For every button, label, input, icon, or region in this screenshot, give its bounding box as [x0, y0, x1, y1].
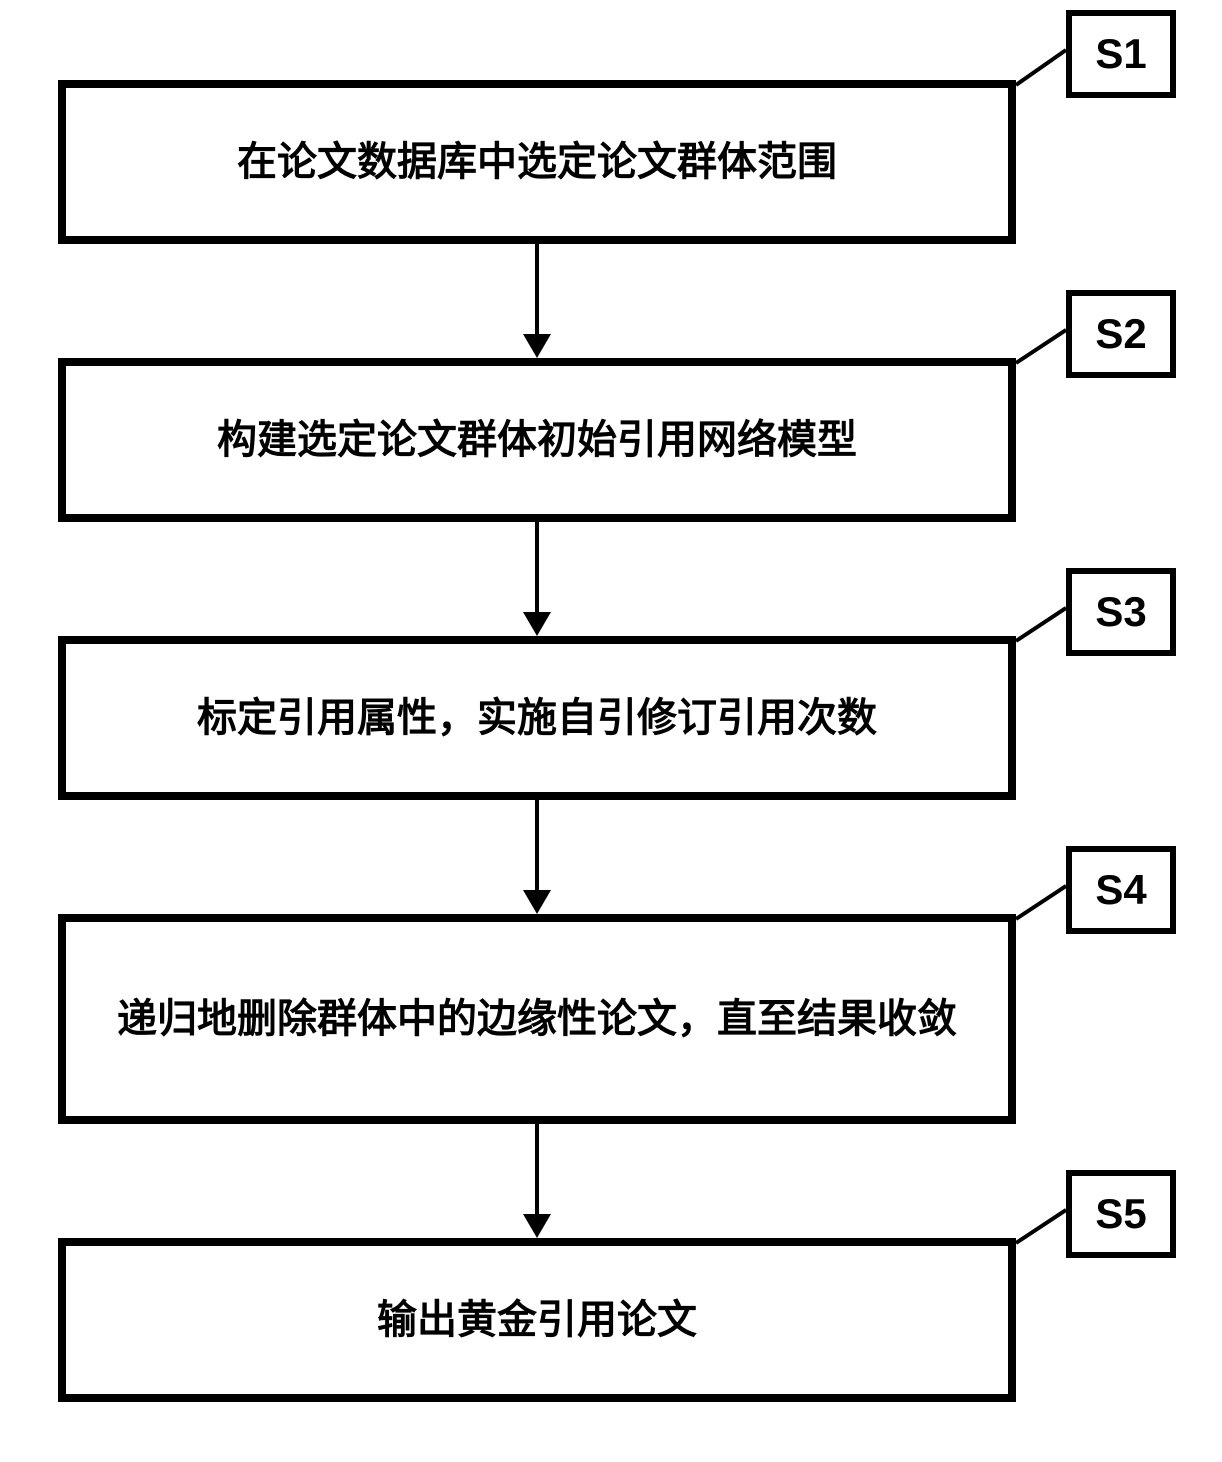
label-connector	[1015, 328, 1067, 364]
label-connector	[1015, 1208, 1067, 1244]
step-label-box: S1	[1066, 10, 1176, 98]
step-label-text: S4	[1095, 866, 1146, 914]
step-label-text: S5	[1095, 1190, 1146, 1238]
label-connector	[1015, 606, 1067, 642]
flowchart-step: 递归地删除群体中的边缘性论文，直至结果收敛	[58, 914, 1016, 1124]
flowchart-step: 输出黄金引用论文	[58, 1238, 1016, 1402]
flow-arrow-head-icon	[523, 1214, 551, 1238]
step-label-box: S2	[1066, 290, 1176, 378]
step-label-box: S3	[1066, 568, 1176, 656]
flowchart-step: 构建选定论文群体初始引用网络模型	[58, 358, 1016, 522]
step-text: 在论文数据库中选定论文群体范围	[237, 135, 837, 189]
step-text: 递归地删除群体中的边缘性论文，直至结果收敛	[117, 992, 957, 1046]
flow-arrow-shaft	[535, 244, 539, 334]
flowchart-canvas: 在论文数据库中选定论文群体范围构建选定论文群体初始引用网络模型标定引用属性，实施…	[0, 0, 1222, 1462]
flow-arrow-head-icon	[523, 334, 551, 358]
step-text: 构建选定论文群体初始引用网络模型	[217, 413, 857, 467]
step-text: 输出黄金引用论文	[377, 1293, 697, 1347]
flow-arrow-shaft	[535, 522, 539, 612]
flow-arrow-head-icon	[523, 890, 551, 914]
step-label-box: S5	[1066, 1170, 1176, 1258]
flow-arrow-shaft	[535, 1124, 539, 1214]
flowchart-step: 标定引用属性，实施自引修订引用次数	[58, 636, 1016, 800]
flow-arrow-head-icon	[523, 612, 551, 636]
flow-arrow-shaft	[535, 800, 539, 890]
step-label-text: S1	[1095, 30, 1146, 78]
flowchart-step: 在论文数据库中选定论文群体范围	[58, 80, 1016, 244]
step-label-text: S3	[1095, 588, 1146, 636]
step-label-box: S4	[1066, 846, 1176, 934]
label-connector	[1015, 884, 1067, 920]
step-label-text: S2	[1095, 310, 1146, 358]
label-connector	[1015, 48, 1067, 86]
step-text: 标定引用属性，实施自引修订引用次数	[197, 691, 877, 745]
